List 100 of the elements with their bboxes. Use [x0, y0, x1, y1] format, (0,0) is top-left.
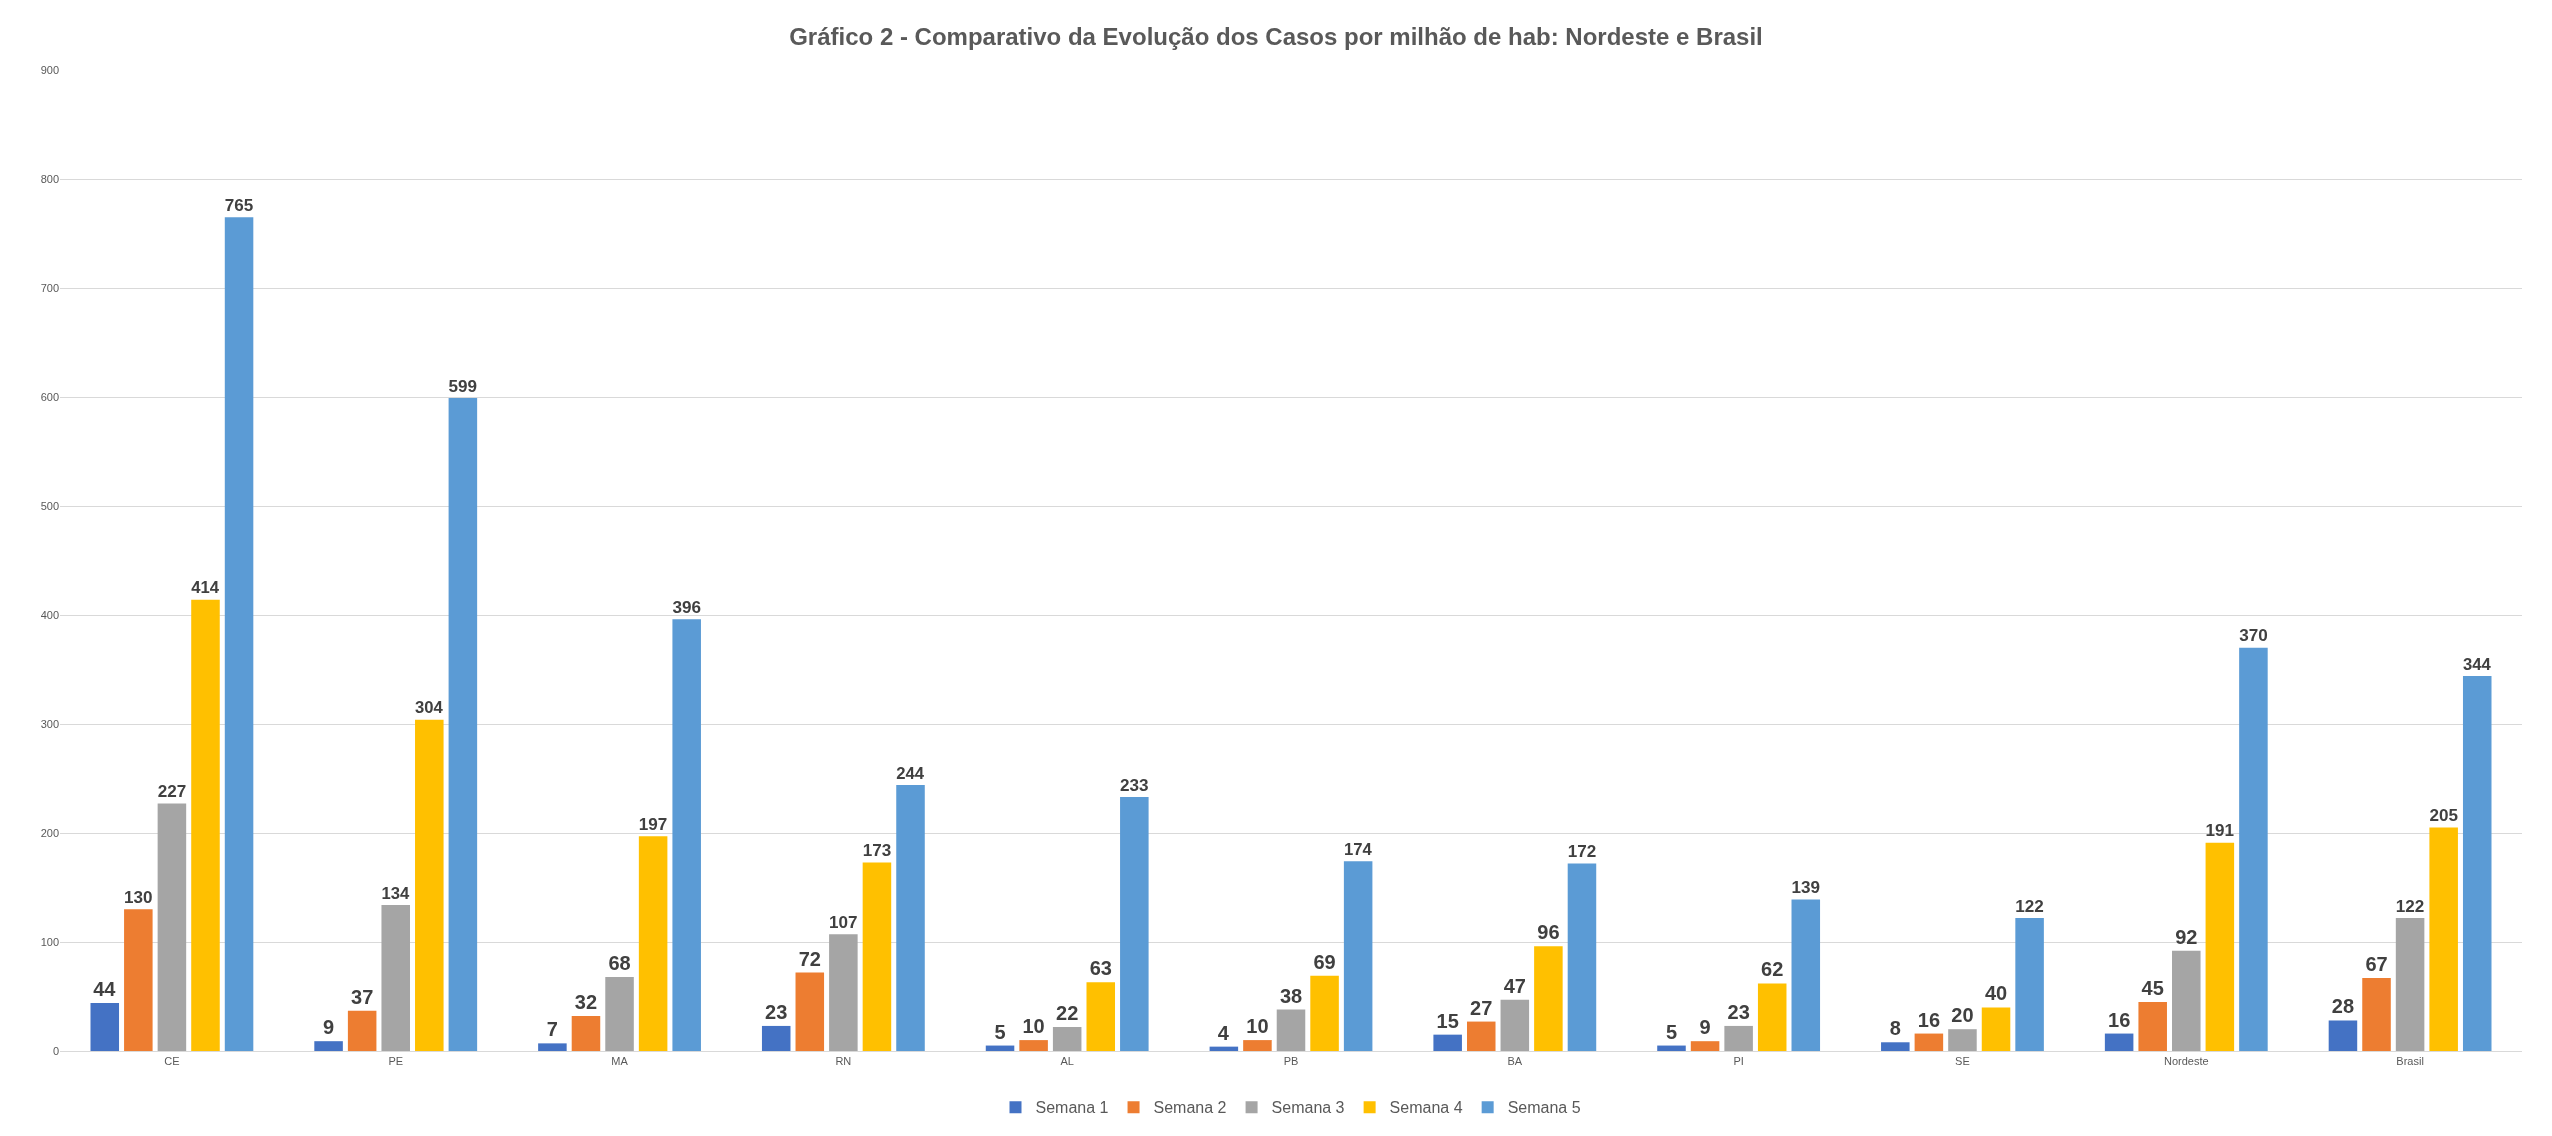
bar: [1310, 975, 1339, 1051]
y-tick-label: 300: [40, 717, 59, 730]
data-label: 40: [1984, 982, 2008, 1005]
data-label: 38: [1279, 984, 1303, 1007]
bar: [605, 976, 634, 1051]
data-label: 344: [2462, 654, 2492, 674]
bar: [90, 1003, 120, 1051]
bar: [1086, 982, 1116, 1051]
data-label: 8: [1889, 1017, 1901, 1040]
bar: [415, 719, 444, 1051]
data-label: 69: [1313, 950, 1336, 973]
bar: [1914, 1033, 1944, 1051]
data-label: 107: [829, 912, 858, 932]
bar: [1567, 863, 1597, 1051]
bar: [829, 934, 858, 1051]
data-label: 233: [1120, 775, 1149, 795]
bar: [1791, 899, 1821, 1051]
bar: [862, 862, 892, 1051]
y-tick-label: 900: [40, 63, 59, 76]
x-tick-label: PB: [1283, 1055, 1299, 1068]
data-label: 5: [1665, 1020, 1678, 1043]
data-label: 5: [994, 1020, 1006, 1043]
bar: [1209, 1046, 1239, 1051]
data-label: 10: [1022, 1015, 1045, 1038]
data-label: 9: [323, 1016, 335, 1039]
x-tick-label: CE: [164, 1055, 180, 1068]
data-label: 139: [1791, 878, 1821, 898]
y-tick-label: 100: [40, 935, 59, 948]
data-label: 27: [1470, 996, 1493, 1019]
y-tick-label: 200: [40, 826, 59, 839]
data-label: 15: [1436, 1009, 1459, 1032]
data-label: 67: [2365, 952, 2388, 975]
legend-label: Semana 2: [1153, 1099, 1227, 1117]
data-label: 32: [574, 991, 598, 1014]
data-label: 122: [2015, 896, 2044, 916]
data-label: 10: [1246, 1015, 1269, 1038]
data-label: 47: [1503, 974, 1526, 997]
bar: [1881, 1042, 1910, 1051]
data-label: 173: [862, 841, 892, 861]
bar: [2205, 842, 2235, 1051]
bar: [638, 836, 668, 1051]
bar: [2362, 977, 2391, 1051]
data-label: 9: [1699, 1016, 1711, 1039]
data-label: 172: [1567, 842, 1597, 862]
bar: [985, 1045, 1015, 1051]
data-label: 205: [2429, 806, 2459, 826]
x-tick-label: MA: [611, 1055, 629, 1068]
data-label: 304: [415, 698, 444, 718]
data-label: 72: [798, 947, 821, 970]
bar: [191, 599, 220, 1051]
data-label: 68: [608, 951, 631, 974]
data-label: 22: [1056, 1002, 1079, 1025]
data-label: 63: [1089, 957, 1112, 980]
data-label: 62: [1761, 958, 1784, 981]
data-label: 92: [2175, 925, 2198, 948]
x-tick-label: AL: [1060, 1055, 1074, 1068]
bar: [2395, 918, 2425, 1051]
bar: [1120, 797, 1149, 1051]
data-label: 23: [765, 1000, 788, 1023]
data-label: 396: [672, 597, 701, 617]
bar: [672, 619, 701, 1051]
bar: [347, 1010, 377, 1051]
bar: [2015, 918, 2044, 1051]
bar: [896, 785, 925, 1051]
y-tick-label: 800: [40, 172, 59, 185]
y-tick-label: 700: [40, 281, 59, 294]
bar: [381, 904, 410, 1051]
data-label: 244: [896, 763, 925, 783]
data-label: 16: [2108, 1008, 2131, 1031]
y-tick-label: 400: [40, 608, 59, 621]
bar: [571, 1016, 601, 1051]
y-tick-label: 600: [40, 390, 59, 403]
data-label: 122: [2395, 896, 2425, 916]
x-tick-label: RN: [835, 1055, 852, 1068]
bar: [2104, 1033, 2134, 1051]
bar: [2328, 1020, 2358, 1051]
data-label: 134: [381, 883, 410, 903]
bar: [1690, 1041, 1720, 1051]
data-label: 130: [124, 887, 153, 907]
data-label: 37: [351, 985, 374, 1008]
bar: [448, 398, 478, 1051]
bar: [538, 1043, 567, 1051]
bar: [1757, 983, 1787, 1051]
bar: [1466, 1021, 1496, 1051]
bar: [1433, 1034, 1462, 1051]
chart-title: Gráfico 2 - Comparativo da Evolução dos Casos por milhão de hab: Nordeste e Brasil: [789, 23, 1763, 51]
bar: [1948, 1029, 1977, 1051]
bar: [224, 217, 254, 1051]
bar: [157, 803, 187, 1051]
x-tick-label: Nordeste: [2163, 1055, 2209, 1068]
y-tick-label: 500: [40, 499, 59, 512]
bar: [1500, 999, 1530, 1051]
bar: [1343, 861, 1373, 1051]
bar: [2239, 647, 2268, 1051]
y-tick-label: 0: [52, 1044, 59, 1057]
data-label: 45: [2141, 976, 2164, 999]
x-tick-label: PE: [388, 1055, 404, 1068]
bar: [2138, 1001, 2167, 1051]
data-label: 4: [1217, 1021, 1230, 1044]
bar: [314, 1041, 343, 1051]
